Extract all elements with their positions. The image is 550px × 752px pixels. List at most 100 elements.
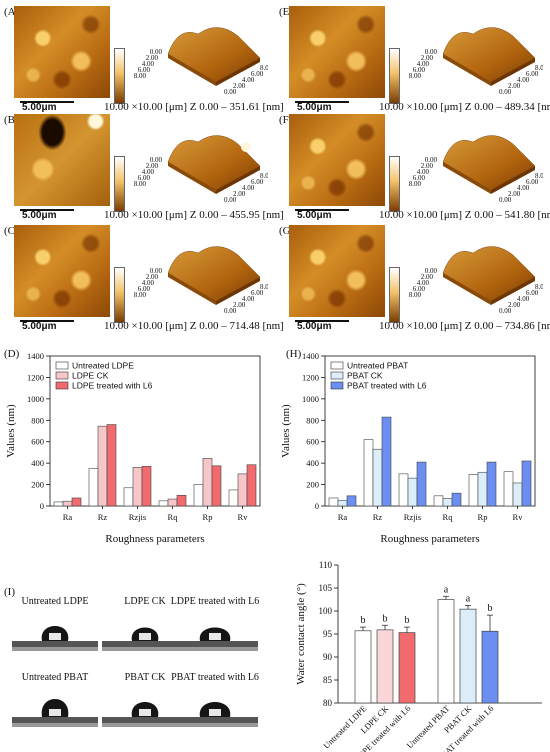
surface-side [443,273,491,305]
bar [141,466,152,507]
drop-label: Untreated LDPE [21,596,89,607]
axis-tick-label: 6.00 [526,289,539,297]
bar [512,482,523,507]
bar [53,501,64,507]
afm-height-map [289,6,385,98]
bar [237,473,248,507]
substrate-reflection [172,647,258,651]
axis-tick-label: 0.00 [224,307,237,315]
axis-tick-label: 2.00 [421,162,434,170]
bar [459,608,477,704]
legend-label: LDPE CK [72,371,109,381]
surface-side [443,162,491,194]
bar [176,494,187,507]
axis-tick-label: 6.00 [413,174,426,182]
color-scale-bar [389,48,400,104]
legend-label: Untreated PBAT [347,361,408,371]
afm-3d-surface: 0.002.004.006.008.000.002.004.006.008.00 [409,27,543,96]
bar [71,497,82,507]
axis-tick-label: 2.00 [233,82,246,90]
drop-highlight [139,709,151,716]
drop [41,699,69,717]
scale-bar-label: 5.00μm [22,102,57,113]
substrate [102,641,188,647]
axis-tick-label: 6.00 [526,178,539,186]
bar [132,467,143,507]
legend-label: LDPE treated with L6 [72,381,153,391]
bar [376,629,394,704]
x-axis-label: Roughness parameters [380,533,479,545]
bar [88,468,99,507]
scale-bar [295,320,349,322]
significance-letter: b [383,613,388,624]
y-tick-label: 1200 [302,372,319,382]
axis-tick-label: 0.00 [499,88,512,96]
bar [363,439,374,507]
bar [123,487,134,507]
bar [481,630,499,704]
drop-label: Untreated PBAT [21,672,89,683]
legend-swatch [330,381,344,390]
axis-tick-label: 4.00 [242,184,255,192]
axis-tick-label: 2.00 [146,54,159,62]
substrate-reflection [102,723,188,727]
axis-tick-label: 0.00 [425,267,438,275]
axis-tick-label: 2.00 [508,301,521,309]
axis-tick-label: 0.00 [150,267,163,275]
color-scale-bar [389,267,400,323]
axis-tick-label: 6.00 [251,289,264,297]
bar [106,424,117,507]
afm-dimension-label: 10.00 ×10.00 [μm] Z 0.00 – 734.86 [nm] [379,320,550,332]
axis-tick-label: 0.00 [150,156,163,164]
bar [468,474,479,507]
color-scale-bar [114,267,125,323]
axis-tick-label: 4.00 [142,60,155,68]
axis-tick-label: 4.00 [517,295,530,303]
axis-tick-label: 6.00 [251,70,264,78]
scale-bar-label: 5.00μm [22,210,57,221]
y-tick-label: 80 [323,698,333,708]
afm-3d-surface: 0.002.004.006.008.000.002.004.006.008.00 [134,246,268,315]
surface-side [168,273,216,305]
panel-label-d: (D) [4,348,20,360]
substrate [12,717,98,723]
bar [211,465,222,507]
x-tick-label: Rz [98,512,108,522]
roughness-chart-ldpe: 0 200 400 600 800 1000 1200 1400 Values (nm) Ra Rz… [5,351,261,545]
afm-dimension-label: 10.00 ×10.00 [μm] Z 0.00 – 351.61 [nm] [104,101,284,113]
y-tick-label: 0 [315,501,319,511]
axis-tick-label: 4.00 [417,168,430,176]
axis-tick-label: 4.00 [517,76,530,84]
axis-tick-label: 4.00 [142,168,155,176]
panel-label-h: (H) [286,348,302,360]
axis-tick-label: 8.00 [134,72,147,80]
bar [381,416,392,507]
afm-3d-surface: 0.002.004.006.008.000.002.004.006.008.00 [134,135,268,204]
axis-tick-label: 8.00 [409,180,422,188]
x-tick-label: Rp [203,512,213,522]
bar [158,500,169,507]
significance-letter: b [405,615,410,626]
axis-tick-label: 6.00 [526,70,539,78]
surface [167,135,261,191]
axis-tick-label: 2.00 [233,301,246,309]
bar [521,460,532,507]
surface-side [491,277,535,305]
y-tick-label: 90 [323,652,333,662]
plot-frame [324,355,536,507]
afm-height-map [14,6,110,98]
water-drop-image [172,627,258,651]
y-tick-label: 1400 [302,351,319,361]
axis-tick-label: 4.00 [242,76,255,84]
roughness-chart-pbat: 0 200 400 600 800 1000 1200 1400 Values (nm) Ra Rz… [280,351,536,545]
x-tick-label: Rzjis [129,512,146,522]
axis-tick-label: 8.00 [260,64,268,72]
bar [337,500,348,507]
axis-tick-label: 0.00 [224,196,237,204]
axis-tick-label: 8.00 [134,291,147,299]
afm-3d-surface: 0.002.004.006.008.000.002.004.006.008.00 [409,246,543,315]
drop-highlight [49,633,61,640]
substrate [172,641,258,647]
axis-tick-label: 8.00 [535,172,543,180]
bar [246,464,257,507]
